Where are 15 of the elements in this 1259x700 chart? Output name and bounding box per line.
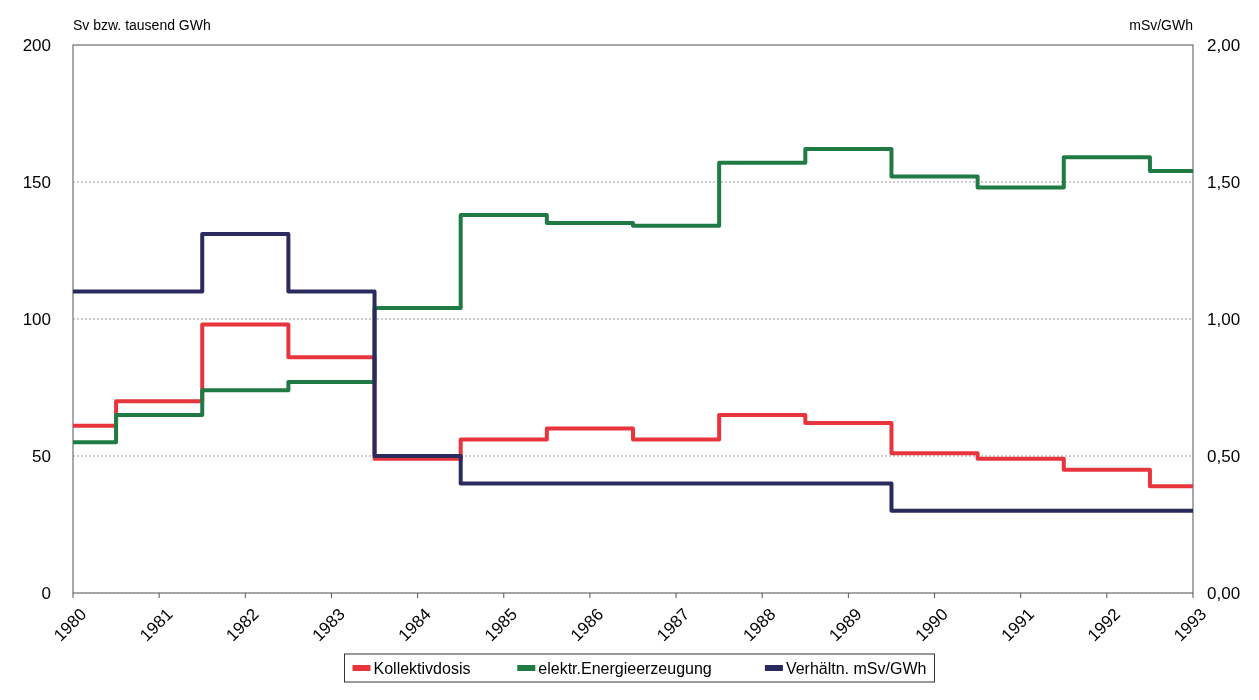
y-axis-title: Sv bzw. tausend GWh — [73, 17, 211, 33]
y2-tick-label: 0,50 — [1207, 446, 1241, 466]
y-tick-label: 150 — [22, 172, 51, 192]
y-tick-label: 50 — [32, 446, 51, 466]
y2-tick-label: 2,00 — [1207, 35, 1241, 55]
y2-tick-label: 1,00 — [1207, 309, 1241, 329]
y-tick-label: 200 — [22, 35, 51, 55]
legend-label: elektr.Energieerzeugung — [538, 659, 712, 677]
y2-tick-label: 0,00 — [1207, 583, 1241, 603]
y2-tick-label: 1,50 — [1207, 172, 1241, 192]
legend-label: Verhältn. mSv/GWh — [785, 659, 927, 677]
legend-label: Kollektivdosis — [373, 659, 471, 677]
y-tick-label: 0 — [41, 583, 51, 603]
y-tick-label: 100 — [22, 309, 51, 329]
y2-axis-title: mSv/GWh — [1129, 17, 1193, 33]
